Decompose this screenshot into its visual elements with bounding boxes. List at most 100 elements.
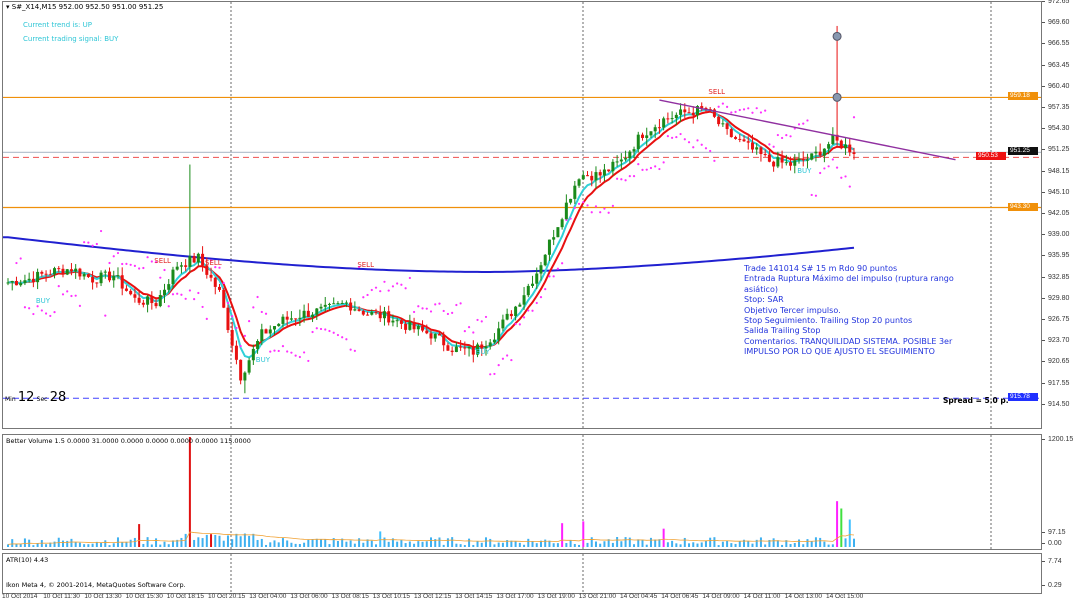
sar-dot — [484, 315, 488, 319]
sar-dot — [108, 261, 111, 265]
volume-bar — [734, 543, 737, 547]
sar-dot — [539, 296, 543, 299]
candle-body — [230, 330, 234, 346]
candle-body — [175, 266, 179, 270]
volume-bar — [36, 543, 39, 547]
time-tick: 14 Oct 13:00 — [784, 593, 823, 600]
sar-dot — [163, 268, 166, 272]
candle-body — [767, 154, 771, 162]
volume-bar — [188, 437, 191, 547]
volume-bar — [489, 538, 492, 547]
volume-bar — [408, 541, 411, 547]
candle-body — [23, 280, 27, 284]
price-axis[interactable]: 972.65 969.60 966.55 963.45 960.40 957.35 954.… — [1042, 0, 1091, 428]
volume-bar — [565, 543, 568, 547]
time-tick: 10 Oct 2014 — [2, 593, 38, 600]
candle-body — [844, 144, 848, 149]
time-tick: 14 Oct 11:00 — [743, 593, 781, 600]
candle-body — [65, 269, 69, 275]
trend-text: Current trend is: UP — [23, 21, 92, 29]
candle-body — [272, 326, 276, 330]
candle-body — [116, 275, 120, 277]
sar-dot — [637, 163, 640, 166]
sar-dot — [594, 205, 598, 208]
atr-pane[interactable]: ATR(10) 4.43 Ikon Meta 4, © 2001-2014, M… — [2, 553, 1042, 594]
candle-body — [340, 302, 344, 304]
candle-body — [505, 313, 509, 320]
volume-bar — [768, 539, 771, 547]
candle-body — [124, 288, 128, 291]
sar-dot — [696, 139, 699, 142]
volume-bar — [430, 537, 432, 547]
volume-bar — [654, 539, 657, 547]
candle-body — [598, 172, 602, 176]
sar-dot — [476, 318, 479, 322]
candle-body — [416, 326, 420, 330]
sar-dot — [269, 350, 272, 353]
volume-bar — [32, 545, 35, 547]
volume-bar — [142, 543, 145, 547]
candle-body — [780, 157, 784, 163]
volume-bar — [413, 543, 416, 547]
sar-dot — [294, 354, 297, 357]
price-tick: 960.40 — [1042, 83, 1069, 91]
volume-bar — [61, 540, 64, 547]
volume-bar — [506, 540, 509, 547]
sar-dot — [87, 241, 90, 244]
candle-body — [700, 106, 704, 108]
time-axis[interactable]: 10 Oct 2014 10 Oct 11:30 10 Oct 13:30 10 Oc… — [0, 593, 1040, 600]
volume-bar — [700, 542, 703, 547]
volume-bar — [277, 542, 280, 547]
collapse-triangle-icon[interactable]: ▾ — [6, 3, 12, 11]
sar-dot — [544, 288, 547, 291]
candle-body — [40, 271, 44, 274]
sar-dot — [764, 109, 767, 112]
symbol-info: ▾ S#_X14,M15 952.00 952.50 951.00 951.25 — [6, 3, 163, 11]
annotation-line: Trade 141014 S# 15 m Rdo 90 puntos — [744, 264, 898, 273]
volume-bar — [743, 539, 746, 547]
candle-body — [285, 316, 289, 320]
volume-bar — [721, 541, 724, 547]
sar-dot — [311, 330, 314, 334]
volume-bar — [70, 538, 73, 547]
volume-bar — [476, 541, 479, 547]
price-tick: 954.30 — [1042, 125, 1069, 133]
sar-dot — [573, 206, 576, 209]
volume-bar — [459, 544, 462, 547]
sar-dot — [632, 175, 636, 178]
candle-body — [391, 320, 395, 323]
volume-bar — [641, 539, 644, 547]
volume-bar — [518, 542, 521, 547]
sar-dot — [239, 345, 242, 348]
sar-dot — [755, 107, 758, 110]
candle-body — [632, 149, 636, 152]
volume-bar — [336, 540, 339, 547]
candle-body — [772, 161, 776, 167]
sar-dot — [582, 201, 585, 204]
volume-bar — [603, 541, 606, 547]
volume-pane[interactable]: Better Volume 1.5 0.0000 31.0000 0.0000 … — [2, 434, 1042, 550]
sar-dot — [514, 322, 517, 326]
sar-dot — [518, 323, 521, 326]
main-chart-pane[interactable]: ▾ S#_X14,M15 952.00 952.50 951.00 951.25… — [2, 1, 1042, 429]
sar-dot — [201, 305, 204, 309]
volume-bar — [510, 540, 513, 547]
signal-label-sell: SELL — [357, 261, 374, 270]
sar-dot — [814, 194, 818, 197]
volume-bar — [294, 543, 297, 547]
candle-body — [108, 271, 112, 281]
candle-body — [552, 237, 556, 240]
volume-bar — [260, 538, 263, 547]
volume-bar — [523, 544, 526, 547]
candle-body — [810, 153, 814, 160]
sar-dot — [425, 307, 428, 310]
sar-dot — [421, 307, 424, 310]
sar-dot — [649, 166, 653, 170]
price-tick: 963.45 — [1042, 62, 1069, 70]
atr-label: ATR(10) 4.43 — [6, 556, 49, 564]
annotation-line: Objetivo Tercer impulso. — [744, 305, 841, 315]
sar-dot — [70, 294, 73, 298]
sar-dot — [463, 330, 466, 333]
volume-bar — [49, 542, 52, 547]
volume-bar — [163, 541, 166, 547]
